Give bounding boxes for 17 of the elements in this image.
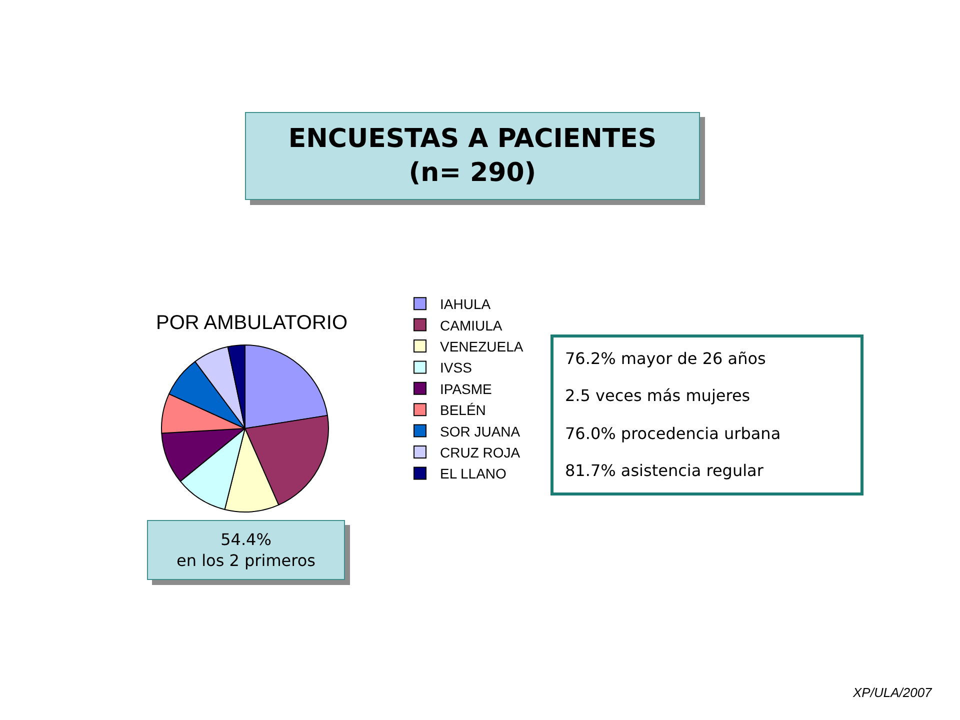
legend-label: CRUZ ROJA (440, 444, 521, 460)
legend-label: VENEZUELA (440, 338, 524, 354)
legend-label: IVSS (440, 360, 472, 376)
text: 81.7% asistencia regular (565, 461, 764, 480)
legend-label: IAHULA (440, 296, 492, 312)
text: 2.5 veces más mujeres (565, 386, 750, 405)
legend-label: SOR JUANA (440, 423, 521, 440)
legend-label: IPASME (440, 380, 492, 397)
text: 76.0% procedencia urbana (565, 424, 781, 443)
chart-title: ENCUESTAS A PACIENTES (n= 290) (288, 124, 657, 188)
text: POR AMBULATORIO (156, 312, 348, 334)
legend-label: CAMIULA (440, 317, 503, 334)
legend-label: BELÉN (440, 402, 486, 418)
text: 54.4% en los 2 primeros (176, 530, 316, 570)
text: XP/ULA/2007 (852, 685, 933, 700)
legend-label: EL LLANO (440, 466, 507, 482)
text: 76.2% mayor de 26 años (565, 349, 766, 368)
